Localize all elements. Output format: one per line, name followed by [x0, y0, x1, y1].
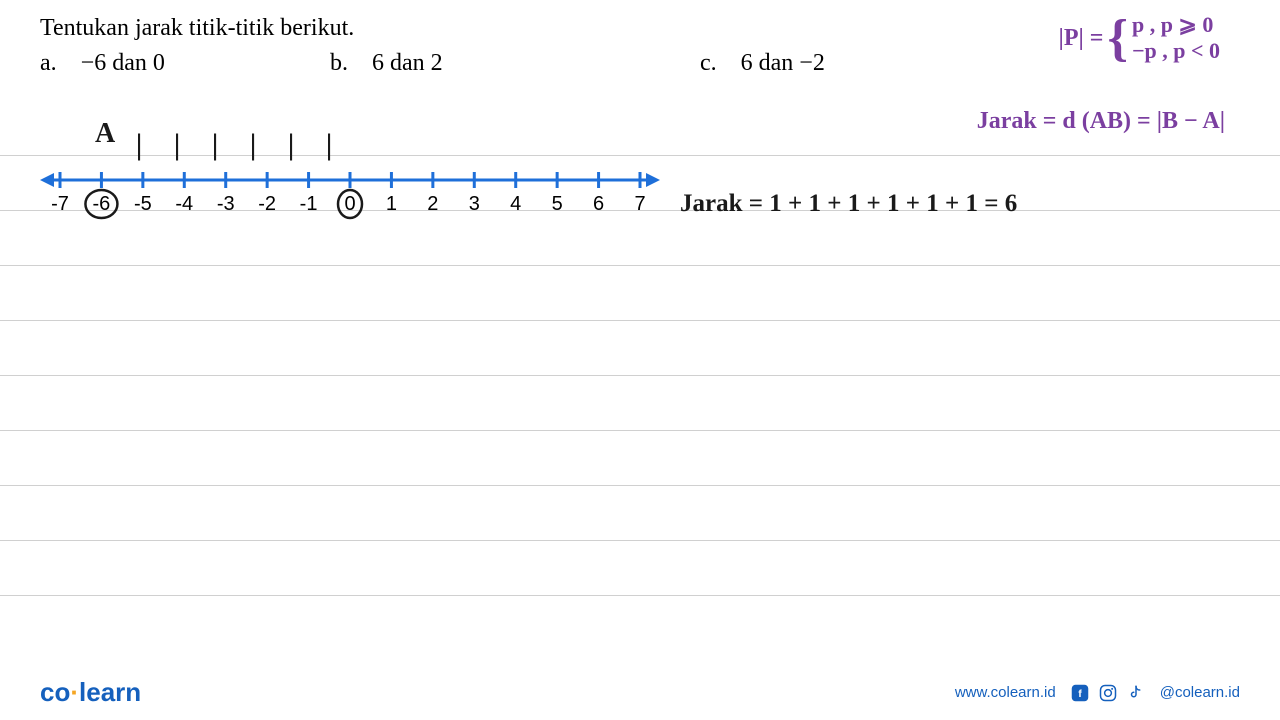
- svg-text:4: 4: [510, 193, 521, 215]
- opt-c-text: 6 dan −2: [741, 50, 825, 76]
- social-icons: f: [1070, 683, 1146, 703]
- footer: co·learn www.colearn.id f @colearn.id: [0, 665, 1280, 720]
- svg-text:1: 1: [386, 193, 397, 215]
- brace-icon: {: [1107, 18, 1128, 60]
- paper-line: [0, 265, 1280, 266]
- footer-url: www.colearn.id: [955, 684, 1056, 701]
- distance-formula: Jarak = d (AB) = |B − A|: [977, 108, 1225, 135]
- opt-c-label: c.: [700, 50, 717, 76]
- opt-b-label: b.: [330, 50, 348, 76]
- abs-case1: p , p ⩾ 0: [1132, 12, 1220, 38]
- svg-text:-6: -6: [93, 193, 111, 215]
- number-line: -7 -6 -5 -4 -3 -2 -1 0 1 2 3 4 5 6 7: [40, 130, 660, 230]
- svg-text:-2: -2: [258, 193, 276, 215]
- svg-text:7: 7: [634, 193, 645, 215]
- lined-paper: [0, 155, 1280, 660]
- svg-text:0: 0: [344, 193, 355, 215]
- footer-handle: @colearn.id: [1160, 684, 1240, 701]
- paper-line: [0, 595, 1280, 596]
- opt-b-text: 6 dan 2: [372, 50, 443, 76]
- opt-a-label: a.: [40, 50, 57, 76]
- logo-learn: learn: [79, 677, 141, 707]
- svg-text:3: 3: [469, 193, 480, 215]
- facebook-icon: f: [1070, 683, 1090, 703]
- svg-text:6: 6: [593, 193, 604, 215]
- tiktok-icon: [1126, 683, 1146, 703]
- svg-text:-4: -4: [175, 193, 193, 215]
- option-a: a. −6 dan 0: [40, 50, 330, 77]
- option-b: b. 6 dan 2: [330, 50, 700, 77]
- opt-a-text: −6 dan 0: [81, 50, 165, 76]
- paper-line: [0, 485, 1280, 486]
- svg-text:-7: -7: [51, 193, 69, 215]
- logo: co·learn: [40, 677, 141, 708]
- svg-text:-3: -3: [217, 193, 235, 215]
- svg-text:-1: -1: [300, 193, 318, 215]
- abs-lhs: |P| =: [1059, 24, 1104, 53]
- footer-right: www.colearn.id f @colearn.id: [955, 683, 1240, 703]
- logo-co: co: [40, 677, 70, 707]
- logo-dot-icon: ·: [70, 677, 79, 707]
- paper-line: [0, 320, 1280, 321]
- instagram-icon: [1098, 683, 1118, 703]
- option-c: c. 6 dan −2: [700, 50, 950, 77]
- distance-calculation: Jarak = 1 + 1 + 1 + 1 + 1 + 1 = 6: [680, 190, 1017, 218]
- paper-line: [0, 540, 1280, 541]
- svg-text:-5: -5: [134, 193, 152, 215]
- number-line-svg: -7 -6 -5 -4 -3 -2 -1 0 1 2 3 4 5 6 7: [40, 130, 660, 230]
- svg-text:5: 5: [552, 193, 563, 215]
- paper-line: [0, 375, 1280, 376]
- absolute-value-definition: |P| = { p , p ⩾ 0 −p , p < 0: [1059, 12, 1220, 65]
- svg-text:2: 2: [427, 193, 438, 215]
- paper-line: [0, 430, 1280, 431]
- abs-case2: −p , p < 0: [1132, 38, 1220, 64]
- svg-text:f: f: [1078, 687, 1082, 699]
